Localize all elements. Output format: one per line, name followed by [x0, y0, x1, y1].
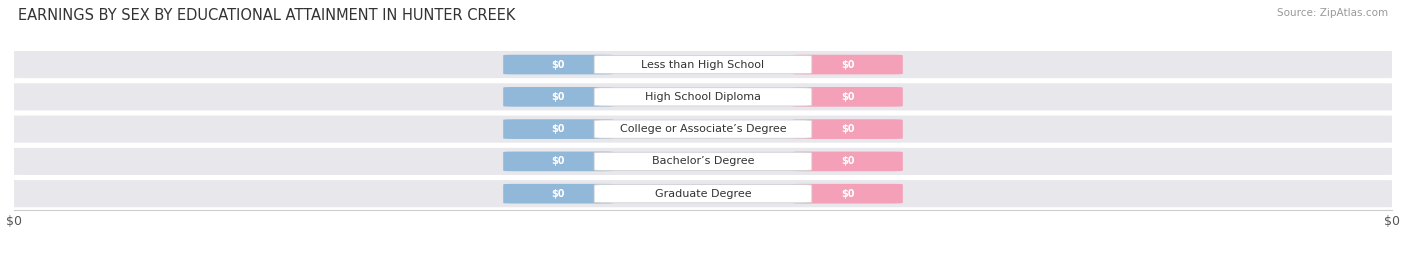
FancyBboxPatch shape — [595, 152, 811, 171]
Text: $0: $0 — [551, 92, 565, 102]
Text: $0: $0 — [551, 156, 565, 167]
Text: $0: $0 — [841, 124, 855, 134]
FancyBboxPatch shape — [595, 120, 811, 138]
Text: High School Diploma: High School Diploma — [645, 92, 761, 102]
Text: $0: $0 — [841, 59, 855, 70]
Text: $0: $0 — [551, 189, 565, 199]
Text: $0: $0 — [841, 189, 855, 199]
FancyBboxPatch shape — [793, 55, 903, 75]
FancyBboxPatch shape — [595, 88, 811, 106]
FancyBboxPatch shape — [503, 87, 613, 107]
FancyBboxPatch shape — [0, 83, 1406, 110]
FancyBboxPatch shape — [0, 51, 1406, 78]
FancyBboxPatch shape — [793, 184, 903, 204]
FancyBboxPatch shape — [793, 87, 903, 107]
Text: Less than High School: Less than High School — [641, 59, 765, 70]
Text: $0: $0 — [841, 92, 855, 102]
FancyBboxPatch shape — [595, 55, 811, 74]
FancyBboxPatch shape — [503, 151, 613, 171]
FancyBboxPatch shape — [793, 151, 903, 171]
FancyBboxPatch shape — [0, 180, 1406, 207]
Text: EARNINGS BY SEX BY EDUCATIONAL ATTAINMENT IN HUNTER CREEK: EARNINGS BY SEX BY EDUCATIONAL ATTAINMEN… — [18, 8, 516, 23]
FancyBboxPatch shape — [595, 185, 811, 203]
Text: Graduate Degree: Graduate Degree — [655, 189, 751, 199]
FancyBboxPatch shape — [503, 184, 613, 204]
Text: Source: ZipAtlas.com: Source: ZipAtlas.com — [1277, 8, 1388, 18]
Text: $0: $0 — [551, 124, 565, 134]
FancyBboxPatch shape — [503, 55, 613, 75]
Text: $0: $0 — [841, 156, 855, 167]
FancyBboxPatch shape — [503, 119, 613, 139]
FancyBboxPatch shape — [793, 119, 903, 139]
Text: Bachelor’s Degree: Bachelor’s Degree — [652, 156, 754, 167]
Text: $0: $0 — [551, 59, 565, 70]
FancyBboxPatch shape — [0, 116, 1406, 143]
Text: College or Associate’s Degree: College or Associate’s Degree — [620, 124, 786, 134]
Legend: Male, Female: Male, Female — [637, 266, 769, 269]
FancyBboxPatch shape — [0, 148, 1406, 175]
